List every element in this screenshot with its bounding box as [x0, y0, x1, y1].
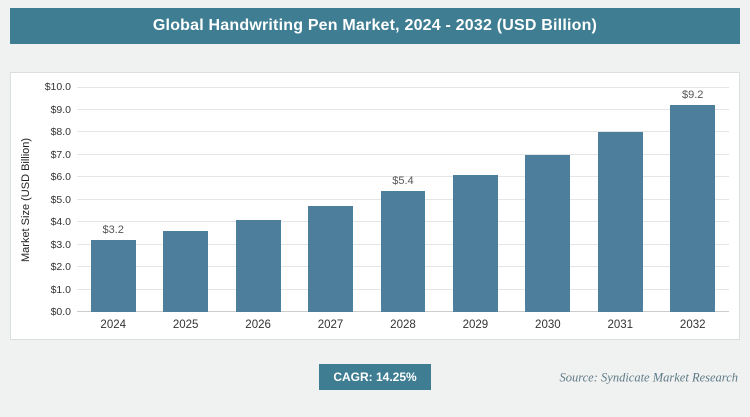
bar-value-label: $3.2	[102, 224, 124, 236]
bar-group	[512, 87, 584, 312]
bar-group	[584, 87, 656, 312]
gridline	[77, 176, 729, 177]
chart-body: Market Size (USD Billion) $0.0 $1.0 $2.0 $3…	[17, 81, 729, 318]
y-axis-title: Market Size (USD Billion)	[20, 137, 32, 262]
y-tick-label: $6.0	[50, 171, 71, 183]
bar-value-label: $9.2	[682, 89, 704, 101]
chart-footer: CAGR: 14.25% Source: Syndicate Market Re…	[10, 364, 740, 390]
y-tick-label: $0.0	[50, 306, 71, 318]
bar-2024	[90, 240, 136, 312]
bar-series: $3.2 $5.4 $9.2	[77, 87, 729, 312]
y-tick-label: $7.0	[50, 148, 71, 161]
y-tick-label: $10.0	[44, 81, 71, 93]
bar-group: $3.2	[77, 87, 149, 312]
x-axis: 2024 2025 2026 2027 2028 2029 2030 2031 2032	[17, 312, 729, 333]
y-tick-label: $9.0	[50, 103, 71, 116]
chart-title-bar: Global Handwriting Pen Market, 2024 - 20…	[10, 8, 740, 44]
bar-2027	[308, 206, 353, 312]
x-axis-label: 2027	[317, 319, 344, 331]
x-axis-label: 2032	[679, 319, 706, 331]
chart-panel: Market Size (USD Billion) $0.0 $1.0 $2.0 $3…	[10, 72, 740, 340]
bar-2029	[452, 174, 498, 312]
bar-2030	[525, 154, 571, 312]
y-tick-label: $1.0	[50, 283, 71, 296]
x-axis-label: 2026	[245, 319, 271, 331]
bar-value-label: $5.4	[392, 174, 414, 187]
y-tick-label: $4.0	[50, 216, 71, 228]
bar-2032	[670, 105, 716, 312]
plot-area: $3.2 $5.4 $9.2	[77, 87, 729, 312]
bar-2031	[597, 132, 643, 312]
gridline	[77, 108, 729, 110]
y-tick-label: $8.0	[50, 126, 71, 138]
y-tick-label: $3.0	[50, 238, 71, 251]
bar-2028	[380, 190, 426, 312]
bar-group	[222, 87, 294, 312]
x-axis-label: 2024	[100, 319, 127, 331]
bar-group: $9.2	[657, 87, 729, 312]
bar-group	[294, 87, 366, 312]
y-tick-label: $5.0	[50, 193, 71, 206]
y-tick-label: $2.0	[50, 261, 71, 273]
source-text: Source: Syndicate Market Research	[559, 370, 738, 385]
x-axis-label: 2028	[390, 319, 416, 331]
x-axis-label: 2030	[535, 319, 561, 331]
bar-2025	[163, 231, 209, 312]
bar-group	[439, 87, 511, 312]
cagr-badge: CAGR: 14.25%	[319, 364, 431, 390]
bar-2026	[235, 219, 281, 312]
x-axis-label: 2025	[172, 319, 199, 331]
gridline	[77, 87, 729, 88]
y-axis-tick-labels: $0.0 $1.0 $2.0 $3.0 $4.0 $5.0 $6.0 $7.0 $8.0 $9.0…	[35, 81, 77, 318]
gridline	[77, 153, 729, 155]
gridline	[77, 131, 729, 132]
page-title: Global Handwriting Pen Market, 2024 - 20…	[152, 17, 598, 34]
x-axis-label: 2031	[607, 319, 634, 331]
x-axis-label: 2029	[462, 319, 489, 331]
x-axis-labels: 2024 2025 2026 2027 2028 2029 2030 2031 2032	[77, 312, 729, 333]
bar-group: $5.4	[367, 87, 439, 312]
bar-group	[149, 87, 221, 312]
